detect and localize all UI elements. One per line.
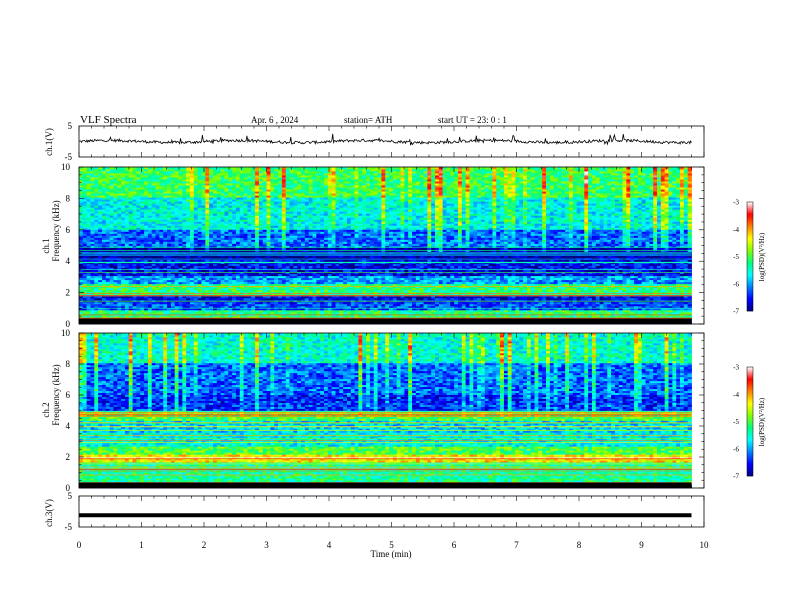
station-label: station= ATH [344, 115, 393, 125]
figure-title: VLF Spectra [80, 114, 137, 126]
ch1-waveform-trace [79, 134, 692, 145]
ch1-ytick-bottom: -5 [65, 152, 73, 162]
start-ut-label: start UT = 23: 0 : 1 [438, 115, 507, 125]
date-label: Apr. 6 , 2024 [251, 115, 299, 125]
ch1-waveform-ylabel: ch.1(V) [44, 128, 54, 156]
ch1-waveform-line [79, 134, 692, 145]
ch1-waveform-panel: 5 -5 ch.1(V) [44, 121, 704, 162]
ch1-ytick-top: 5 [68, 121, 73, 131]
ch1-spectrogram-heatmap [79, 167, 692, 324]
ch1-waveform-ticks [79, 126, 704, 157]
